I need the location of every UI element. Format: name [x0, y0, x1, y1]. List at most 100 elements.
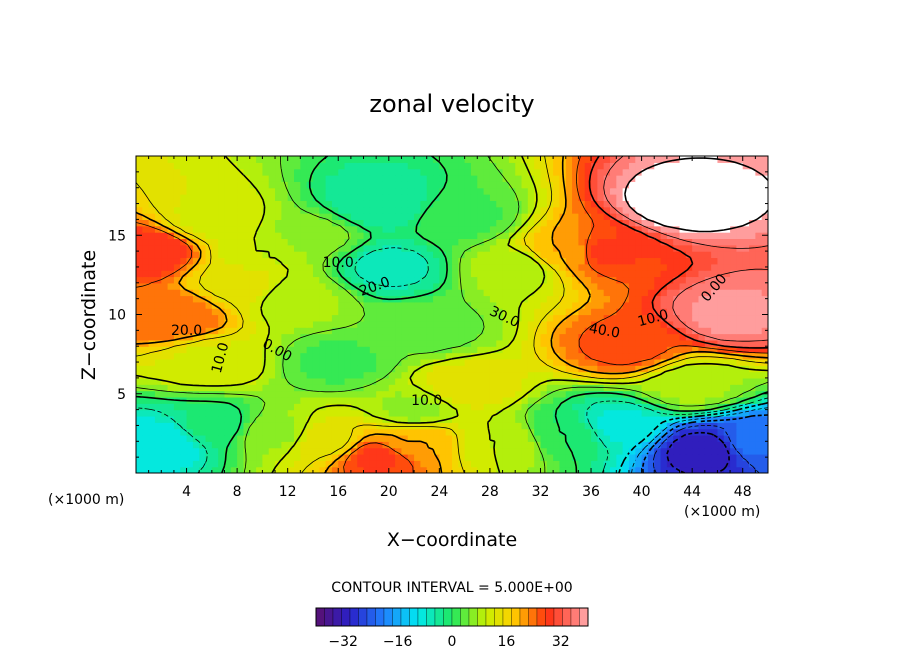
field-cell	[433, 263, 440, 271]
field-cell	[527, 295, 535, 303]
field-cell	[597, 181, 605, 189]
field-cell	[173, 409, 181, 417]
field-cell	[256, 238, 263, 246]
field-cell	[142, 333, 150, 341]
field-cell	[464, 365, 472, 373]
field-cell	[527, 263, 535, 271]
field-cell	[281, 219, 289, 227]
field-cell	[281, 225, 289, 233]
field-cell	[660, 466, 668, 473]
field-cell	[742, 390, 750, 398]
field-cell	[597, 301, 605, 309]
field-cell	[578, 434, 586, 442]
field-cell	[635, 352, 643, 360]
field-cell	[717, 244, 725, 252]
field-cell	[508, 371, 516, 379]
field-cell	[287, 251, 295, 259]
field-cell	[610, 156, 617, 163]
field-cell	[287, 390, 295, 398]
field-cell	[401, 346, 409, 354]
field-cell	[331, 314, 339, 322]
field-cell	[647, 162, 655, 170]
field-cell	[192, 219, 200, 227]
field-cell	[407, 428, 415, 436]
field-cell	[167, 447, 175, 455]
field-cell	[534, 270, 542, 278]
field-cell	[388, 225, 396, 233]
field-cell	[180, 270, 188, 278]
field-cell	[401, 181, 409, 189]
field-cell	[218, 403, 226, 411]
field-cell	[483, 453, 491, 461]
field-cell	[344, 365, 352, 373]
field-cell	[420, 162, 428, 170]
field-cell	[205, 187, 213, 195]
field-cell	[249, 244, 257, 252]
field-cell	[401, 333, 409, 341]
field-cell	[647, 466, 655, 473]
field-cell	[515, 390, 523, 398]
field-cell	[628, 352, 636, 360]
field-cell	[458, 422, 466, 430]
field-cell	[420, 352, 428, 360]
field-cell	[559, 403, 567, 411]
field-cell	[401, 428, 409, 436]
field-cell	[224, 434, 232, 442]
field-cell	[679, 244, 687, 252]
field-cell	[218, 251, 226, 259]
field-cell	[717, 301, 725, 309]
field-cell	[591, 447, 598, 455]
field-cell	[363, 377, 371, 385]
field-cell	[647, 270, 655, 278]
field-cell	[717, 396, 725, 404]
field-cell	[357, 162, 365, 170]
field-cell	[698, 244, 706, 252]
field-cell	[167, 295, 175, 303]
field-cell	[325, 175, 333, 182]
field-cell	[616, 200, 624, 208]
field-cell	[565, 358, 573, 366]
field-cell	[300, 365, 308, 373]
field-cell	[167, 289, 175, 297]
field-cell	[306, 358, 314, 366]
field-cell	[515, 244, 523, 252]
field-cell	[723, 409, 731, 417]
field-cell	[420, 270, 428, 278]
field-cell	[363, 327, 371, 335]
field-cell	[224, 181, 232, 189]
field-cell	[521, 434, 529, 442]
field-cell	[426, 377, 434, 385]
field-cell	[407, 466, 415, 473]
field-cell	[565, 333, 573, 341]
field-cell	[496, 409, 504, 417]
field-cell	[698, 403, 706, 411]
field-cell	[622, 377, 630, 385]
field-cell	[698, 434, 706, 442]
field-cell	[603, 441, 611, 449]
field-cell	[167, 415, 175, 423]
field-cell	[736, 301, 744, 309]
field-cell	[161, 213, 169, 220]
field-cell	[256, 175, 263, 182]
field-cell	[761, 238, 768, 246]
field-cell	[192, 352, 200, 360]
field-cell	[508, 428, 516, 436]
field-cell	[483, 447, 491, 455]
field-cell	[357, 320, 365, 328]
field-cell	[192, 346, 200, 354]
field-cell	[262, 156, 270, 163]
field-cell	[477, 377, 485, 385]
field-cell	[628, 447, 636, 455]
field-cell	[439, 434, 447, 442]
field-cell	[711, 453, 719, 461]
field-cell	[369, 447, 377, 455]
field-cell	[534, 200, 542, 208]
field-cell	[660, 339, 668, 347]
field-cell	[742, 295, 750, 303]
field-cell	[433, 308, 440, 316]
field-cell	[502, 187, 510, 195]
field-cell	[439, 422, 447, 430]
field-cell	[597, 295, 605, 303]
field-cell	[723, 308, 731, 316]
field-cell	[211, 308, 219, 316]
